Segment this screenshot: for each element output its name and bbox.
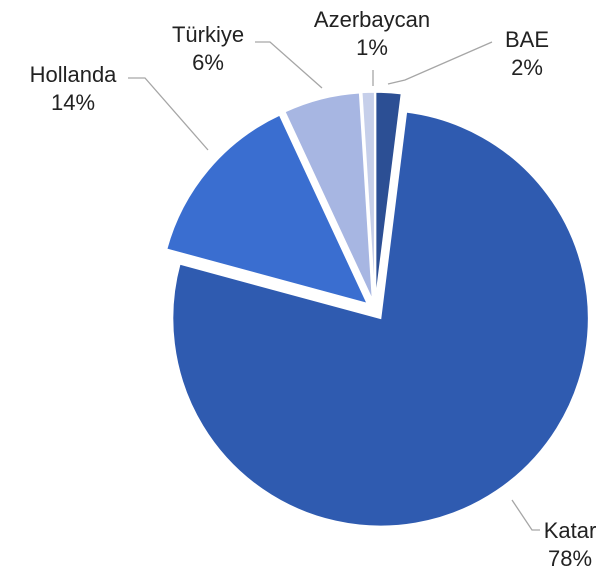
leader-line — [387, 41, 493, 85]
pie-slice — [283, 91, 374, 301]
leader-line — [255, 41, 323, 89]
slice-label: Katar — [544, 518, 597, 543]
pie-slice — [360, 91, 376, 301]
pie-slice — [171, 111, 590, 528]
slice-label: Azerbaycan — [314, 7, 430, 32]
slice-value-label: 6% — [192, 50, 224, 75]
slice-label: Hollanda — [30, 62, 118, 87]
leader-line — [511, 499, 540, 531]
slice-value-label: 78% — [548, 546, 592, 571]
slice-value-label: 1% — [356, 35, 388, 60]
pie-slice — [374, 91, 403, 301]
slice-label: BAE — [505, 27, 549, 52]
slice-value-label: 2% — [511, 55, 543, 80]
pie-slice — [165, 113, 369, 305]
slice-value-label: 14% — [51, 90, 95, 115]
leader-line — [128, 77, 209, 151]
slice-label: Türkiye — [172, 22, 244, 47]
